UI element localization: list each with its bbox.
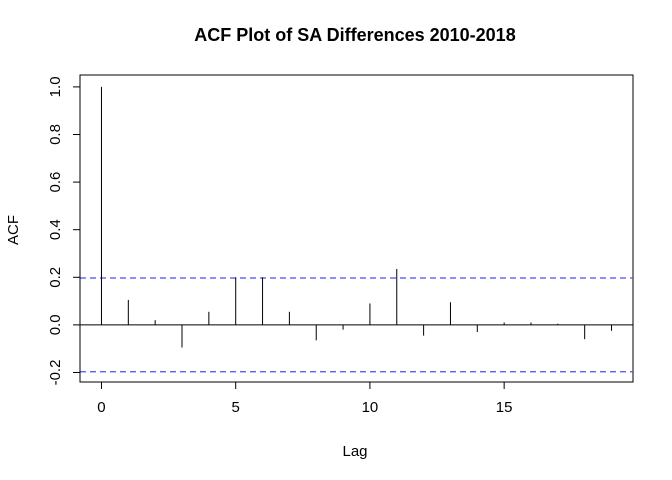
acf-bars — [100, 86, 613, 348]
y-tick-label: 1.0 — [47, 76, 64, 97]
y-axis-label: ACF — [5, 215, 22, 245]
y-tick-label: -0.2 — [47, 360, 64, 386]
x-axis-label: Lag — [342, 443, 367, 460]
y-axis: -0.2 0.0 0.2 0.4 0.6 0.8 1.0 — [47, 76, 81, 386]
x-tick-label: 10 — [362, 399, 379, 416]
y-tick-label: 0.6 — [47, 172, 64, 193]
chart-title: ACF Plot of SA Differences 2010-2018 — [194, 25, 515, 45]
y-tick-label: 0.8 — [47, 124, 64, 145]
y-tick-label: 0.0 — [47, 314, 64, 335]
x-tick-label: 0 — [97, 399, 105, 416]
y-tick-label: 0.4 — [47, 219, 64, 240]
y-tick-label: 0.2 — [47, 267, 64, 288]
plot-frame — [79, 74, 634, 383]
confidence-bounds — [80, 277, 633, 373]
x-axis: 0 5 10 15 — [97, 381, 513, 416]
x-tick-label: 15 — [496, 399, 513, 416]
x-tick-label: 5 — [232, 399, 240, 416]
